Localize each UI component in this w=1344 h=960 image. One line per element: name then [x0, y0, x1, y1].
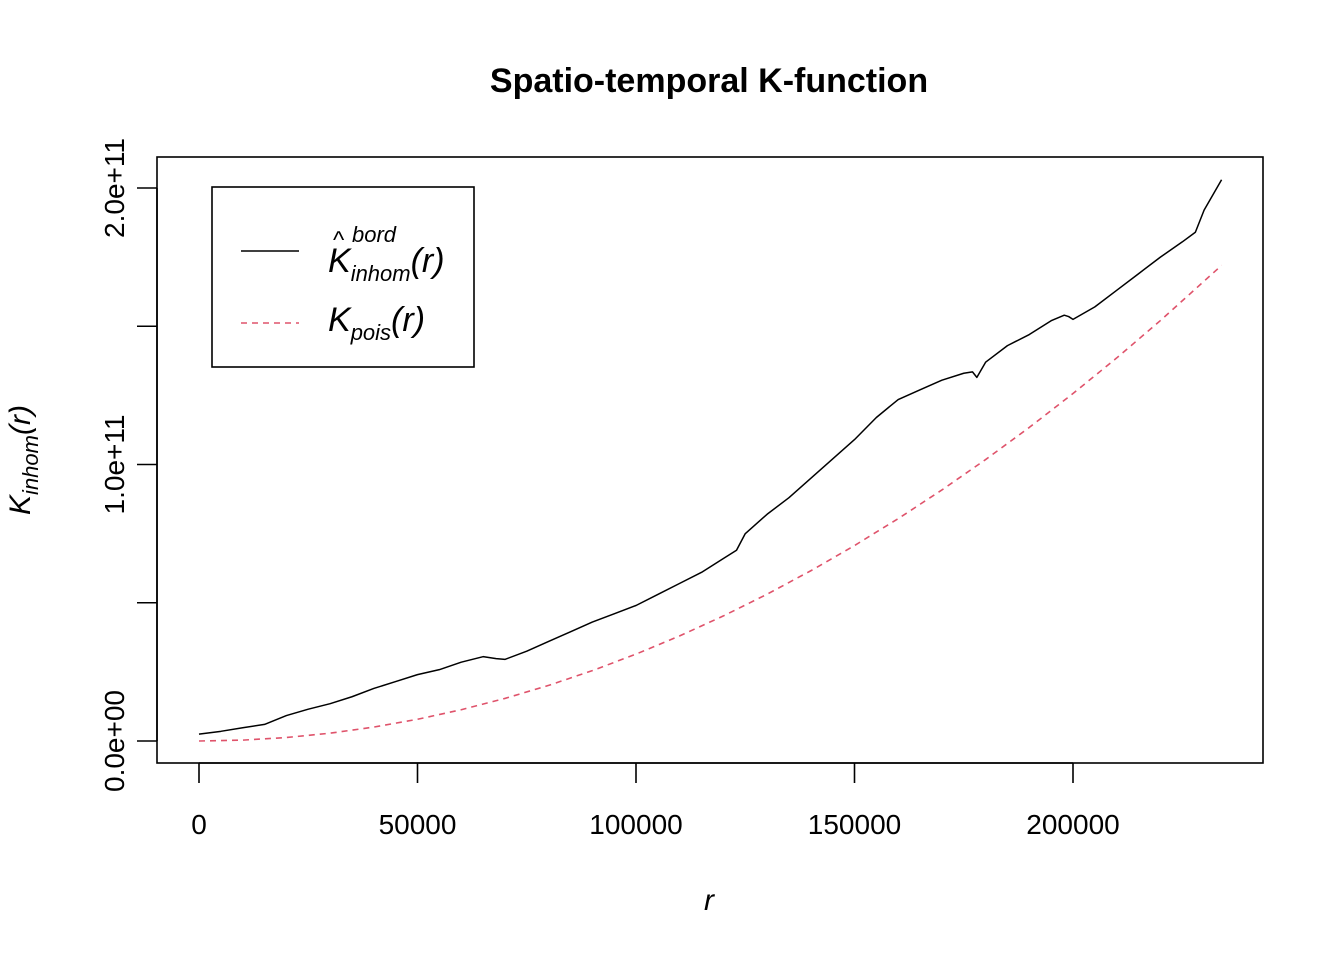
legend-k-bord-hat: ^: [333, 227, 345, 254]
y-axis-label-argument: (r): [4, 405, 37, 435]
legend-k-bord-argument: (r): [411, 242, 445, 280]
legend: Kinhom(r) ^ bord Kpois(r): [211, 186, 475, 368]
series-layer: [198, 179, 1223, 742]
legend-k-bord-superscript: bord: [352, 222, 397, 247]
y-tick-label: 0.0e+00: [99, 690, 130, 792]
y-tick-label: 2.0e+11: [99, 138, 130, 238]
x-tick-label: 200000: [1026, 809, 1119, 840]
chart-title: Spatio-temporal K-function: [490, 62, 928, 100]
y-axis-label: Kinhom(r): [4, 405, 43, 515]
legend-k-bord-base: K: [328, 242, 352, 280]
legend-k-pois-base: K: [328, 301, 352, 339]
legend-box: [211, 186, 475, 368]
series-line-k-pois: [198, 264, 1223, 742]
x-tick-label: 0: [191, 809, 207, 840]
legend-k-pois-argument: (r): [391, 301, 425, 339]
y-tick-label: 1.0e+11: [99, 415, 130, 515]
x-axis: 0 50000 100000 150000 200000: [191, 762, 1120, 840]
x-tick-label: 100000: [589, 809, 682, 840]
y-axis: 0.0e+00 1.0e+11 2.0e+11: [99, 138, 158, 792]
legend-label-k-pois: Kpois(r): [328, 301, 425, 345]
y-axis-label-base: K: [4, 493, 37, 515]
y-axis-label-subscript: inhom: [18, 435, 43, 495]
series-line-k-bord: [198, 179, 1223, 735]
x-tick-label: 150000: [808, 809, 901, 840]
legend-k-bord-subscript: inhom: [351, 261, 411, 286]
legend-label-k-bord: Kinhom(r): [328, 242, 445, 286]
x-axis-label: r: [704, 884, 715, 917]
x-tick-label: 50000: [379, 809, 457, 840]
legend-k-pois-subscript: pois: [350, 320, 391, 345]
